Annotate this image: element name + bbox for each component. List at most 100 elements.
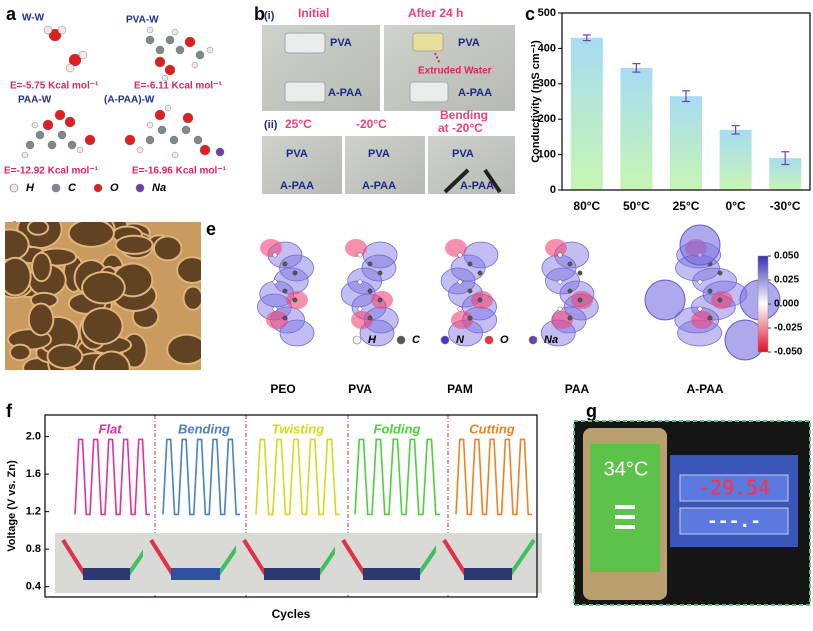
molecule-label: PAM bbox=[447, 382, 473, 396]
photo bbox=[236, 533, 350, 593]
atom bbox=[169, 135, 179, 145]
legend-label: Bending bbox=[178, 421, 230, 436]
battery bbox=[464, 568, 512, 580]
atom bbox=[357, 306, 363, 312]
legend-marker bbox=[528, 335, 538, 345]
panel-label: a bbox=[6, 4, 17, 24]
atom bbox=[165, 35, 175, 45]
atom bbox=[145, 135, 155, 145]
legend-label: Folding bbox=[374, 421, 421, 436]
y-tick-label: 400 bbox=[538, 42, 556, 54]
clip-wire bbox=[61, 538, 87, 577]
legend-label: Cutting bbox=[469, 421, 515, 436]
sample-label: PVA bbox=[452, 148, 474, 160]
y-tick-label: 200 bbox=[538, 113, 556, 125]
esp-negative bbox=[451, 311, 473, 329]
atom bbox=[64, 116, 76, 128]
atom bbox=[184, 36, 196, 48]
atom bbox=[717, 270, 723, 276]
atom bbox=[54, 109, 66, 121]
sample-label: PVA bbox=[458, 37, 480, 49]
esp-negative bbox=[551, 311, 573, 329]
battery bbox=[363, 568, 420, 580]
voltage-line bbox=[74, 438, 150, 516]
x-tick-label: 25°C bbox=[673, 199, 700, 213]
atom bbox=[146, 121, 154, 129]
row-label: (ii) bbox=[264, 119, 278, 131]
pore bbox=[29, 304, 53, 335]
colorbar-scale bbox=[757, 255, 769, 353]
atom bbox=[377, 270, 383, 276]
esp-negative bbox=[351, 311, 373, 329]
display bbox=[679, 474, 789, 502]
atom bbox=[467, 261, 473, 267]
atom bbox=[191, 61, 199, 69]
pore bbox=[5, 230, 28, 260]
panel-e: e PEO PVA PAM PAA A-PAA H C N O Na 0.0500.0250.0… bbox=[206, 219, 803, 396]
atom bbox=[78, 50, 88, 60]
legend-label: O bbox=[500, 334, 509, 346]
condition: Bending bbox=[440, 108, 488, 122]
legend-label: Twisting bbox=[272, 421, 324, 436]
bar bbox=[570, 37, 603, 190]
atom bbox=[57, 25, 67, 35]
atom bbox=[57, 130, 67, 140]
legend-label: Flat bbox=[98, 421, 122, 436]
legend-label: O bbox=[110, 182, 119, 194]
sample-label: A-PAA bbox=[458, 87, 492, 99]
pore bbox=[10, 345, 30, 360]
atom bbox=[65, 63, 75, 73]
atom bbox=[175, 45, 185, 55]
colorbar: 0.050 0.025 0.000 -0.025 -0.050 bbox=[757, 251, 803, 358]
atom bbox=[282, 315, 288, 321]
y-tick-label: 300 bbox=[538, 78, 556, 90]
legend-label: H bbox=[368, 334, 377, 346]
atom bbox=[154, 109, 166, 121]
esp-negative bbox=[691, 311, 713, 329]
molecule-label: PVA bbox=[348, 382, 372, 396]
atom bbox=[48, 28, 62, 42]
legend-label: H bbox=[26, 182, 35, 194]
atom bbox=[25, 140, 35, 150]
sem-image bbox=[5, 222, 201, 370]
atom bbox=[557, 306, 563, 312]
sample-label: A-PAA bbox=[280, 180, 314, 192]
y-tick-label: 100 bbox=[538, 149, 556, 161]
pore bbox=[116, 236, 152, 253]
sample-label: PVA bbox=[368, 148, 390, 160]
photo bbox=[262, 136, 342, 194]
legend-marker bbox=[352, 335, 362, 345]
voltage-line bbox=[255, 438, 340, 516]
y-tick-label: 0.8 bbox=[26, 543, 41, 555]
atom bbox=[707, 288, 713, 294]
condition: -20°C bbox=[356, 117, 387, 131]
photo bbox=[335, 533, 450, 593]
clip-wire bbox=[508, 538, 536, 577]
plot-frame bbox=[44, 414, 538, 598]
esp-surface bbox=[279, 254, 314, 282]
atom bbox=[707, 315, 713, 321]
x-tick-label: 0°C bbox=[726, 199, 746, 213]
annotation: Extruded Water bbox=[418, 66, 492, 77]
atom bbox=[164, 104, 172, 112]
voltage-line bbox=[162, 438, 240, 516]
sample-label: A-PAA bbox=[328, 87, 362, 99]
battery bbox=[264, 568, 320, 580]
sample bbox=[284, 81, 326, 103]
molecules bbox=[21, 25, 225, 159]
battery bbox=[171, 568, 220, 580]
atom bbox=[67, 140, 77, 150]
atom bbox=[193, 135, 203, 145]
atom bbox=[477, 297, 483, 303]
condition: 25°C bbox=[285, 117, 312, 131]
sample-label: A-PAA bbox=[460, 180, 494, 192]
condition: Initial bbox=[298, 6, 329, 20]
plot-frame bbox=[561, 12, 811, 191]
sample bbox=[409, 81, 449, 103]
pore bbox=[28, 222, 48, 234]
atom bbox=[282, 261, 288, 267]
clip-wire bbox=[242, 538, 268, 577]
atom bbox=[206, 46, 214, 54]
bar bbox=[620, 67, 653, 190]
esp-negative bbox=[345, 239, 367, 257]
